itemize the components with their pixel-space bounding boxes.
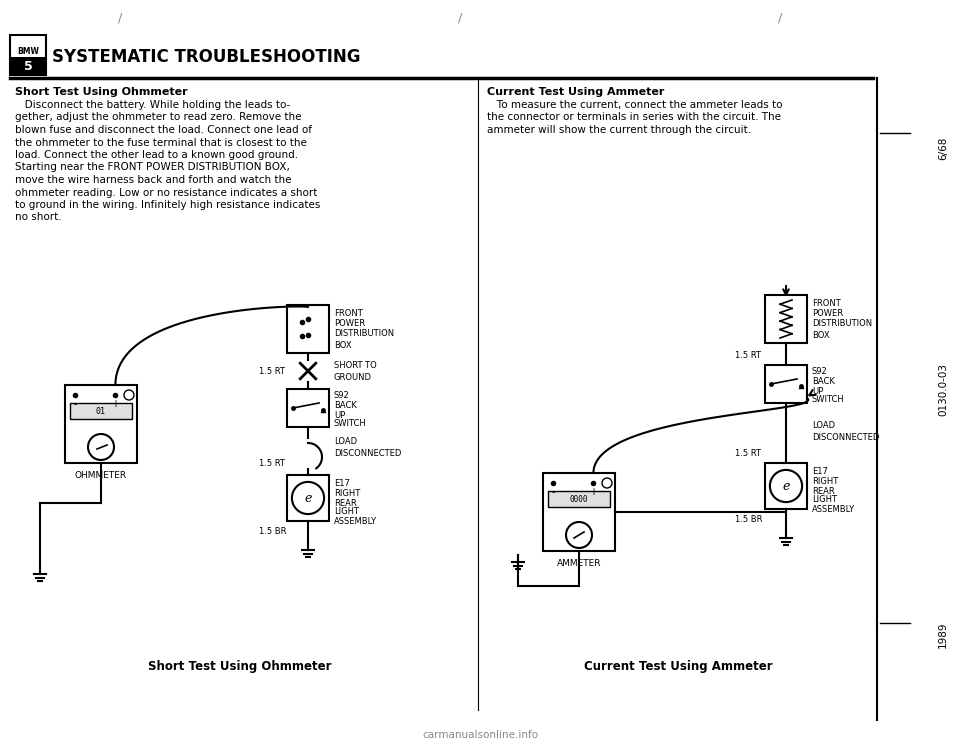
- Text: blown fuse and disconnect the load. Connect one lead of: blown fuse and disconnect the load. Conn…: [15, 125, 312, 135]
- Text: move the wire harness back and forth and watch the: move the wire harness back and forth and…: [15, 175, 292, 185]
- Text: ASSEMBLY: ASSEMBLY: [812, 504, 855, 513]
- FancyBboxPatch shape: [287, 475, 329, 521]
- Text: Disconnect the battery. While holding the leads to-: Disconnect the battery. While holding th…: [15, 100, 290, 110]
- Text: BACK: BACK: [812, 377, 835, 386]
- Text: 1.5 BR: 1.5 BR: [735, 515, 762, 524]
- Text: RIGHT: RIGHT: [334, 489, 360, 498]
- Text: SHORT TO: SHORT TO: [334, 361, 376, 370]
- Text: 01: 01: [96, 406, 106, 415]
- Text: DISTRIBUTION: DISTRIBUTION: [334, 330, 395, 339]
- Circle shape: [124, 390, 134, 400]
- Text: load. Connect the other lead to a known good ground.: load. Connect the other lead to a known …: [15, 150, 299, 160]
- Circle shape: [566, 522, 592, 548]
- Text: BOX: BOX: [812, 330, 829, 339]
- Text: 1.5 RT: 1.5 RT: [259, 367, 285, 376]
- Text: Short Test Using Ohmmeter: Short Test Using Ohmmeter: [15, 87, 187, 97]
- Text: Starting near the FRONT POWER DISTRIBUTION BOX,: Starting near the FRONT POWER DISTRIBUTI…: [15, 162, 290, 173]
- Text: BACK: BACK: [334, 402, 357, 411]
- Text: e: e: [782, 479, 790, 493]
- Text: 1.5 RT: 1.5 RT: [259, 458, 285, 467]
- Text: REAR: REAR: [334, 498, 357, 507]
- Text: POWER: POWER: [812, 310, 843, 318]
- Text: gether, adjust the ohmmeter to read zero. Remove the: gether, adjust the ohmmeter to read zero…: [15, 112, 301, 123]
- Text: E17: E17: [812, 466, 828, 475]
- Text: OHMMETER: OHMMETER: [75, 471, 127, 480]
- Text: REAR: REAR: [812, 487, 835, 496]
- Text: 1989: 1989: [938, 622, 948, 648]
- Text: 0000: 0000: [569, 495, 588, 504]
- Text: FRONT: FRONT: [334, 309, 363, 318]
- Text: GROUND: GROUND: [334, 373, 372, 382]
- Circle shape: [88, 434, 114, 460]
- Text: 5: 5: [24, 60, 33, 72]
- FancyBboxPatch shape: [287, 305, 329, 353]
- FancyBboxPatch shape: [70, 403, 132, 419]
- Text: carmanualsonline.info: carmanualsonline.info: [422, 730, 538, 740]
- Text: ASSEMBLY: ASSEMBLY: [334, 516, 377, 525]
- Circle shape: [770, 470, 803, 502]
- Text: DISCONNECTED: DISCONNECTED: [812, 432, 879, 441]
- Text: DISCONNECTED: DISCONNECTED: [334, 449, 401, 458]
- Text: SWITCH: SWITCH: [812, 396, 845, 405]
- Text: E17: E17: [334, 478, 349, 487]
- Text: LOAD: LOAD: [334, 437, 357, 446]
- Text: S92: S92: [334, 391, 349, 400]
- Text: Short Test Using Ohmmeter: Short Test Using Ohmmeter: [148, 660, 332, 673]
- Text: RIGHT: RIGHT: [812, 476, 838, 486]
- FancyBboxPatch shape: [543, 473, 615, 551]
- Text: -: -: [551, 487, 555, 497]
- Text: 1.5 RT: 1.5 RT: [735, 449, 761, 458]
- FancyBboxPatch shape: [548, 491, 610, 507]
- Text: ammeter will show the current through the circuit.: ammeter will show the current through th…: [487, 125, 751, 135]
- Text: 1.5 BR: 1.5 BR: [259, 527, 286, 536]
- Text: DISTRIBUTION: DISTRIBUTION: [812, 319, 872, 329]
- Text: no short.: no short.: [15, 213, 61, 222]
- Text: S92: S92: [812, 368, 828, 376]
- Text: to ground in the wiring. Infinitely high resistance indicates: to ground in the wiring. Infinitely high…: [15, 200, 321, 210]
- FancyBboxPatch shape: [765, 295, 807, 343]
- Text: To measure the current, connect the ammeter leads to: To measure the current, connect the amme…: [487, 100, 782, 110]
- Text: POWER: POWER: [334, 319, 365, 329]
- FancyBboxPatch shape: [765, 463, 807, 509]
- Text: 1.5 RT: 1.5 RT: [735, 350, 761, 359]
- Text: /: /: [458, 11, 462, 25]
- FancyBboxPatch shape: [65, 385, 137, 463]
- Circle shape: [602, 478, 612, 488]
- Text: SWITCH: SWITCH: [334, 420, 367, 429]
- Text: SYSTEMATIC TROUBLESHOOTING: SYSTEMATIC TROUBLESHOOTING: [52, 48, 361, 66]
- Text: /: /: [118, 11, 122, 25]
- Text: BMW: BMW: [17, 48, 39, 57]
- Text: -: -: [73, 399, 77, 409]
- Text: FRONT: FRONT: [812, 298, 841, 307]
- Text: /: /: [778, 11, 782, 25]
- Text: Current Test Using Ammeter: Current Test Using Ammeter: [584, 660, 772, 673]
- Text: LIGHT: LIGHT: [334, 507, 359, 516]
- Text: the connector or terminals in series with the circuit. The: the connector or terminals in series wit…: [487, 112, 781, 123]
- Text: the ohmmeter to the fuse terminal that is closest to the: the ohmmeter to the fuse terminal that i…: [15, 138, 307, 147]
- Text: UP: UP: [812, 386, 824, 396]
- Text: AMMETER: AMMETER: [557, 559, 601, 568]
- Text: LOAD: LOAD: [812, 420, 835, 429]
- FancyBboxPatch shape: [287, 389, 329, 427]
- Text: BOX: BOX: [334, 341, 351, 350]
- FancyBboxPatch shape: [765, 365, 807, 403]
- Text: LIGHT: LIGHT: [812, 496, 837, 504]
- Text: 6/68: 6/68: [938, 136, 948, 160]
- Text: e: e: [304, 492, 312, 504]
- Text: +: +: [111, 399, 119, 409]
- Text: 0130.0-03: 0130.0-03: [938, 364, 948, 417]
- Text: ohmmeter reading. Low or no resistance indicates a short: ohmmeter reading. Low or no resistance i…: [15, 187, 318, 197]
- FancyBboxPatch shape: [10, 57, 46, 75]
- Text: UP: UP: [334, 411, 346, 420]
- Circle shape: [292, 482, 324, 514]
- Text: +: +: [589, 487, 597, 497]
- FancyBboxPatch shape: [10, 35, 46, 75]
- Text: Current Test Using Ammeter: Current Test Using Ammeter: [487, 87, 664, 97]
